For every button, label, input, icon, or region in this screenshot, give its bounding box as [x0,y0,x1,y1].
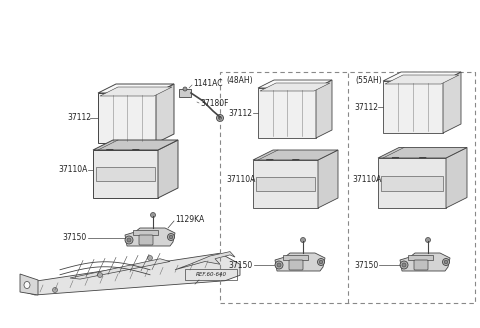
Circle shape [319,260,323,264]
FancyBboxPatch shape [289,260,303,270]
Circle shape [425,237,431,242]
Circle shape [402,263,406,267]
Text: 37150: 37150 [354,260,378,270]
Polygon shape [266,159,273,160]
Polygon shape [419,157,426,158]
Polygon shape [98,93,156,143]
Polygon shape [253,160,318,208]
Circle shape [125,236,133,244]
FancyBboxPatch shape [414,260,428,270]
Circle shape [300,237,305,242]
Circle shape [444,260,448,264]
Polygon shape [175,252,235,270]
Polygon shape [443,72,461,133]
Bar [96,167,155,181]
Circle shape [400,261,408,269]
Circle shape [443,258,449,265]
Bar [220,72,475,303]
Polygon shape [258,88,316,138]
Polygon shape [258,80,332,88]
Polygon shape [25,253,240,295]
Polygon shape [385,75,459,84]
Text: 37150: 37150 [62,234,86,242]
Text: 37112: 37112 [354,102,378,112]
Bar [283,255,308,260]
Bar [256,177,315,191]
Circle shape [169,235,173,239]
Polygon shape [316,80,332,138]
Circle shape [151,213,156,217]
Polygon shape [93,140,178,150]
Text: (55AH): (55AH) [355,75,382,85]
Polygon shape [275,253,325,271]
Polygon shape [267,159,272,160]
FancyBboxPatch shape [139,235,153,245]
Polygon shape [20,274,38,295]
Text: 37112: 37112 [228,109,252,117]
Polygon shape [107,149,112,150]
Bar [408,255,433,260]
Polygon shape [125,228,175,246]
Circle shape [183,87,187,91]
Circle shape [97,273,103,277]
Text: 37112: 37112 [67,113,91,122]
Text: 1141AC: 1141AC [193,79,223,89]
Polygon shape [70,259,170,279]
Text: 37180F: 37180F [200,98,228,108]
Ellipse shape [24,281,30,289]
Polygon shape [253,150,338,160]
Text: 37110A: 37110A [352,175,382,184]
Polygon shape [158,140,178,198]
Polygon shape [318,150,338,208]
Text: (48AH): (48AH) [226,75,252,85]
Circle shape [147,256,153,260]
Polygon shape [400,253,450,271]
Polygon shape [446,148,467,208]
Circle shape [317,258,324,265]
Polygon shape [93,150,158,198]
Bar [381,175,443,191]
Circle shape [277,263,281,267]
Polygon shape [100,87,172,96]
Polygon shape [393,157,398,158]
Polygon shape [383,72,461,81]
Bar [179,89,191,97]
Text: 37110A: 37110A [226,175,255,184]
Text: REF.60-640: REF.60-640 [195,272,227,277]
Text: 37150: 37150 [228,260,252,270]
Polygon shape [98,84,174,93]
Circle shape [275,261,283,269]
Polygon shape [378,158,446,208]
Circle shape [216,114,224,121]
Polygon shape [378,148,467,158]
Polygon shape [292,159,299,160]
Polygon shape [392,157,399,158]
Circle shape [52,288,58,293]
Circle shape [168,234,175,240]
Polygon shape [383,81,443,133]
Bar [133,230,158,235]
Text: 37110A: 37110A [58,166,87,174]
Circle shape [127,238,131,242]
Polygon shape [156,84,174,143]
Polygon shape [260,83,330,91]
Circle shape [218,116,221,119]
Text: 1129KA: 1129KA [175,215,204,224]
